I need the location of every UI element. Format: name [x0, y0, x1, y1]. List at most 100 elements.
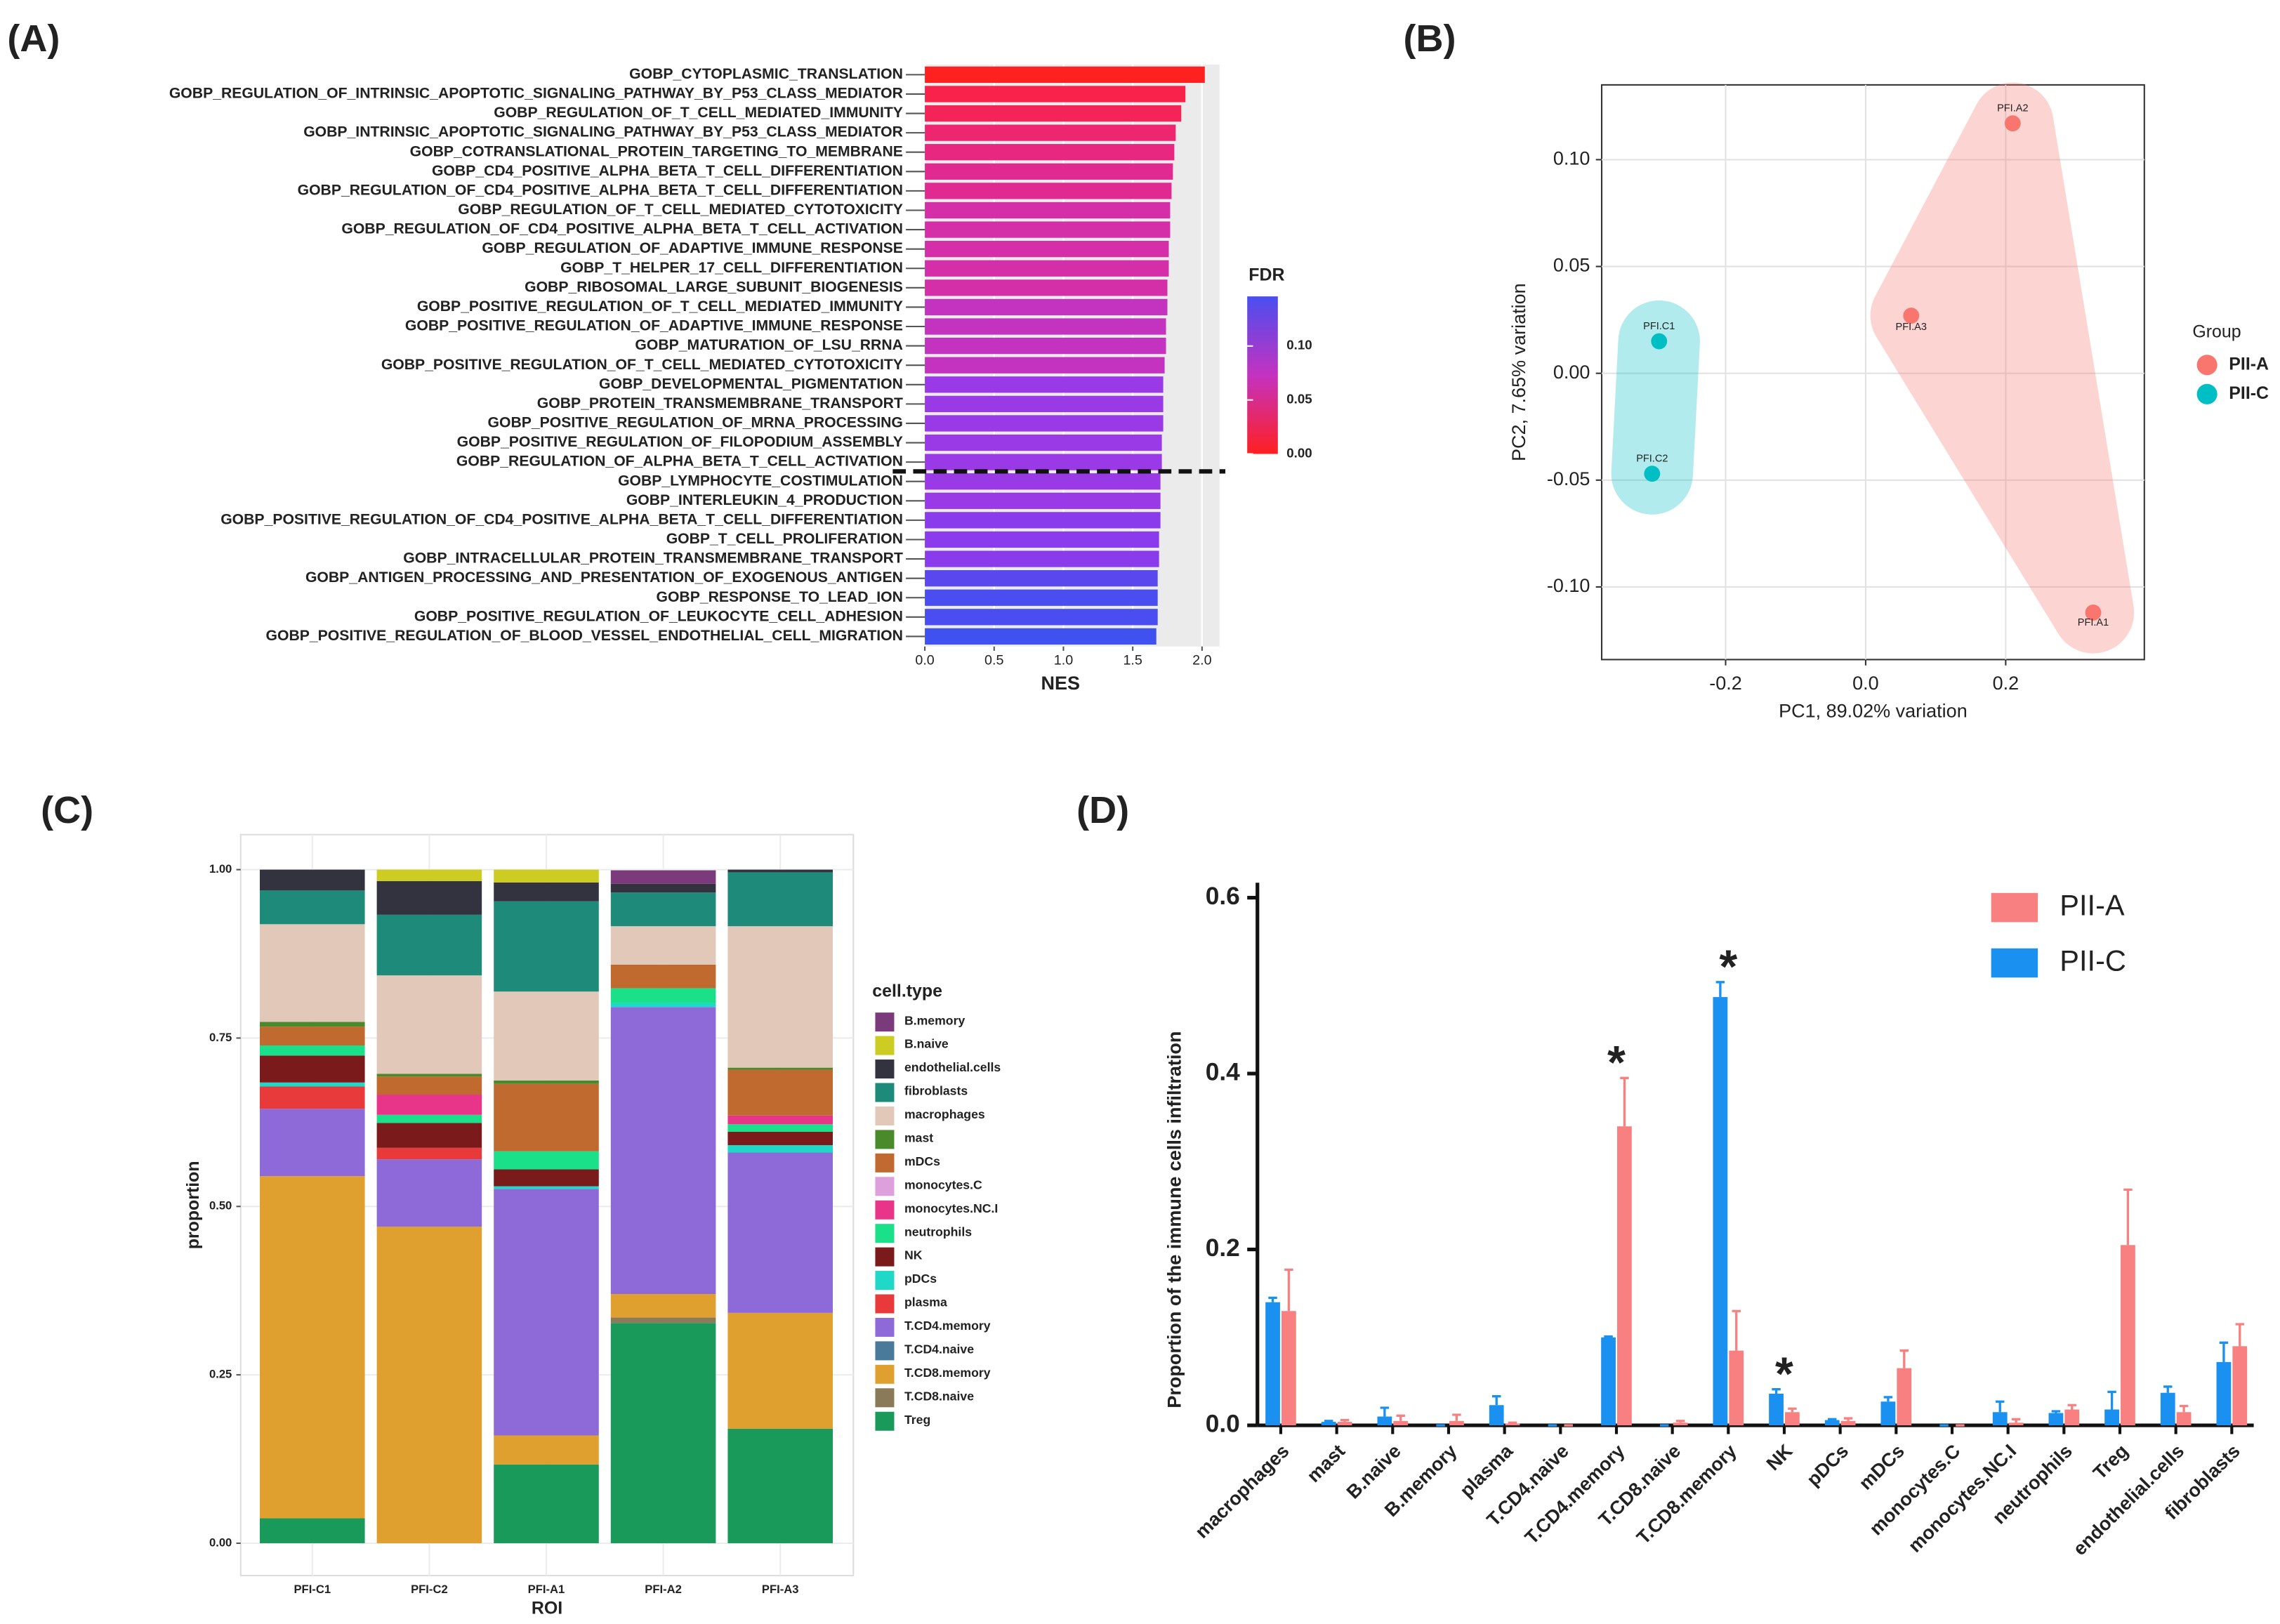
bar-segment [376, 1147, 482, 1160]
x-tick-label: -0.2 [1709, 673, 1742, 694]
bar [925, 86, 1186, 103]
bar [925, 570, 1158, 587]
legend-label: NK [904, 1248, 923, 1262]
bar [1729, 1350, 1744, 1426]
term-label: GOBP_POSITIVE_REGULATION_OF_T_CELL_MEDIA… [381, 357, 903, 373]
bar-segment [494, 882, 599, 902]
term-label: GOBP_COTRANSLATIONAL_PROTEIN_TARGETING_T… [410, 143, 903, 159]
bar-segment [259, 1055, 365, 1083]
bar-segment [494, 1186, 599, 1189]
bar-segment [259, 1082, 365, 1087]
legend-swatch [875, 1388, 895, 1408]
legend-label: PII-C [2229, 383, 2269, 403]
bar-segment [610, 1323, 716, 1543]
bar-segment [376, 1074, 482, 1077]
y-tick-label: 0.25 [209, 1368, 232, 1381]
bar-segment [727, 926, 833, 1068]
x-tick-label: PFI-C1 [294, 1583, 331, 1596]
colorbar-tick-label: 0.00 [1286, 445, 1312, 460]
legend-marker [2196, 383, 2218, 404]
error-bar [2123, 1188, 2133, 1246]
y-tick-label: 0.2 [1206, 1234, 1240, 1262]
bar-segment [610, 1294, 716, 1318]
bar [1897, 1368, 1912, 1426]
term-label: GOBP_REGULATION_OF_T_CELL_MEDIATED_IMMUN… [494, 105, 903, 121]
bar [1840, 1420, 1856, 1426]
y-tick-label: 1.00 [209, 862, 232, 876]
legend-title: Group [2192, 322, 2241, 342]
error-bar [1396, 1414, 1405, 1421]
bar-segment [376, 1227, 482, 1543]
bar [1617, 1126, 1632, 1426]
error-bar [1788, 1407, 1797, 1413]
bar-segment [494, 869, 599, 883]
bar [925, 221, 1171, 238]
bar-segment [376, 880, 482, 915]
term-label: GOBP_RESPONSE_TO_LEAD_ION [657, 589, 903, 605]
error-bar [1843, 1417, 1853, 1421]
legend-label: mDCs [904, 1154, 940, 1168]
term-label: GOBP_POSITIVE_REGULATION_OF_LEUKOCYTE_CE… [414, 608, 903, 624]
bar [925, 66, 1205, 84]
legend-label: mast [904, 1130, 933, 1144]
legend-marker [2196, 355, 2218, 376]
legend-swatch [875, 1012, 895, 1032]
bar [1785, 1412, 1800, 1426]
x-tick-label: PFI-C2 [411, 1583, 448, 1596]
legend-swatch [875, 1200, 895, 1220]
legend-label: T.CD4.memory [904, 1319, 991, 1333]
bar-segment [727, 1312, 833, 1429]
error-bar [2051, 1410, 2061, 1413]
bar-segment [259, 1518, 365, 1543]
y-tick-label: -0.10 [1547, 575, 1590, 596]
term-label: GOBP_CD4_POSITIVE_ALPHA_BETA_T_CELL_DIFF… [432, 163, 903, 179]
legend-label: pDCs [904, 1272, 937, 1286]
error-bar [1508, 1421, 1517, 1424]
bar-segment [727, 1131, 833, 1145]
error-bar [1715, 981, 1725, 998]
point [1651, 333, 1668, 350]
panel-label: (A) [7, 18, 60, 60]
bar [925, 550, 1159, 567]
x-tick-label: 0.0 [915, 653, 934, 668]
y-tick-label: 0.75 [209, 1031, 232, 1044]
error-bar [2011, 1418, 2021, 1423]
bar [925, 241, 1169, 258]
legend-swatch [875, 1106, 895, 1125]
bar-segment [259, 1045, 365, 1056]
error-bar [2107, 1390, 2116, 1410]
error-bar [1452, 1413, 1461, 1421]
term-label: GOBP_PROTEIN_TRANSMEMBRANE_TRANSPORT [537, 395, 903, 411]
colorbar-tick-label: 0.05 [1286, 392, 1312, 407]
legend-swatch [875, 1411, 895, 1431]
legend-swatch [875, 1247, 895, 1267]
x-tick-label: 1.5 [1123, 653, 1142, 668]
legend-swatch [875, 1177, 895, 1196]
x-tick-label: 2.0 [1192, 653, 1211, 668]
bar [1337, 1422, 1352, 1426]
bar-segment [610, 1317, 716, 1323]
point [2085, 605, 2102, 621]
term-label: GOBP_LYMPHOCYTE_COSTIMULATION [618, 473, 903, 489]
bar-segment [259, 1176, 365, 1519]
legend-swatch [1991, 948, 2038, 978]
bar-segment [610, 964, 716, 989]
error-bar [1340, 1418, 1350, 1422]
bar [925, 492, 1161, 509]
legend-label: monocytes.C [904, 1177, 982, 1191]
error-bar [1732, 1309, 1741, 1351]
panel-label: (D) [1076, 789, 1129, 831]
bar [1824, 1420, 1840, 1426]
term-label: GOBP_REGULATION_OF_INTRINSIC_APOPTOTIC_S… [169, 86, 903, 102]
bar [1505, 1423, 1520, 1426]
error-bar [2163, 1385, 2173, 1393]
error-bar [1268, 1296, 1277, 1302]
bar [1713, 997, 1728, 1426]
bar [1281, 1311, 1296, 1426]
bar [925, 589, 1158, 606]
term-label: GOBP_REGULATION_OF_CD4_POSITIVE_ALPHA_BE… [341, 221, 903, 237]
legend-swatch [875, 1153, 895, 1173]
bar [1377, 1416, 1392, 1426]
significance-marker: * [1607, 1037, 1626, 1089]
bar [1321, 1422, 1336, 1426]
